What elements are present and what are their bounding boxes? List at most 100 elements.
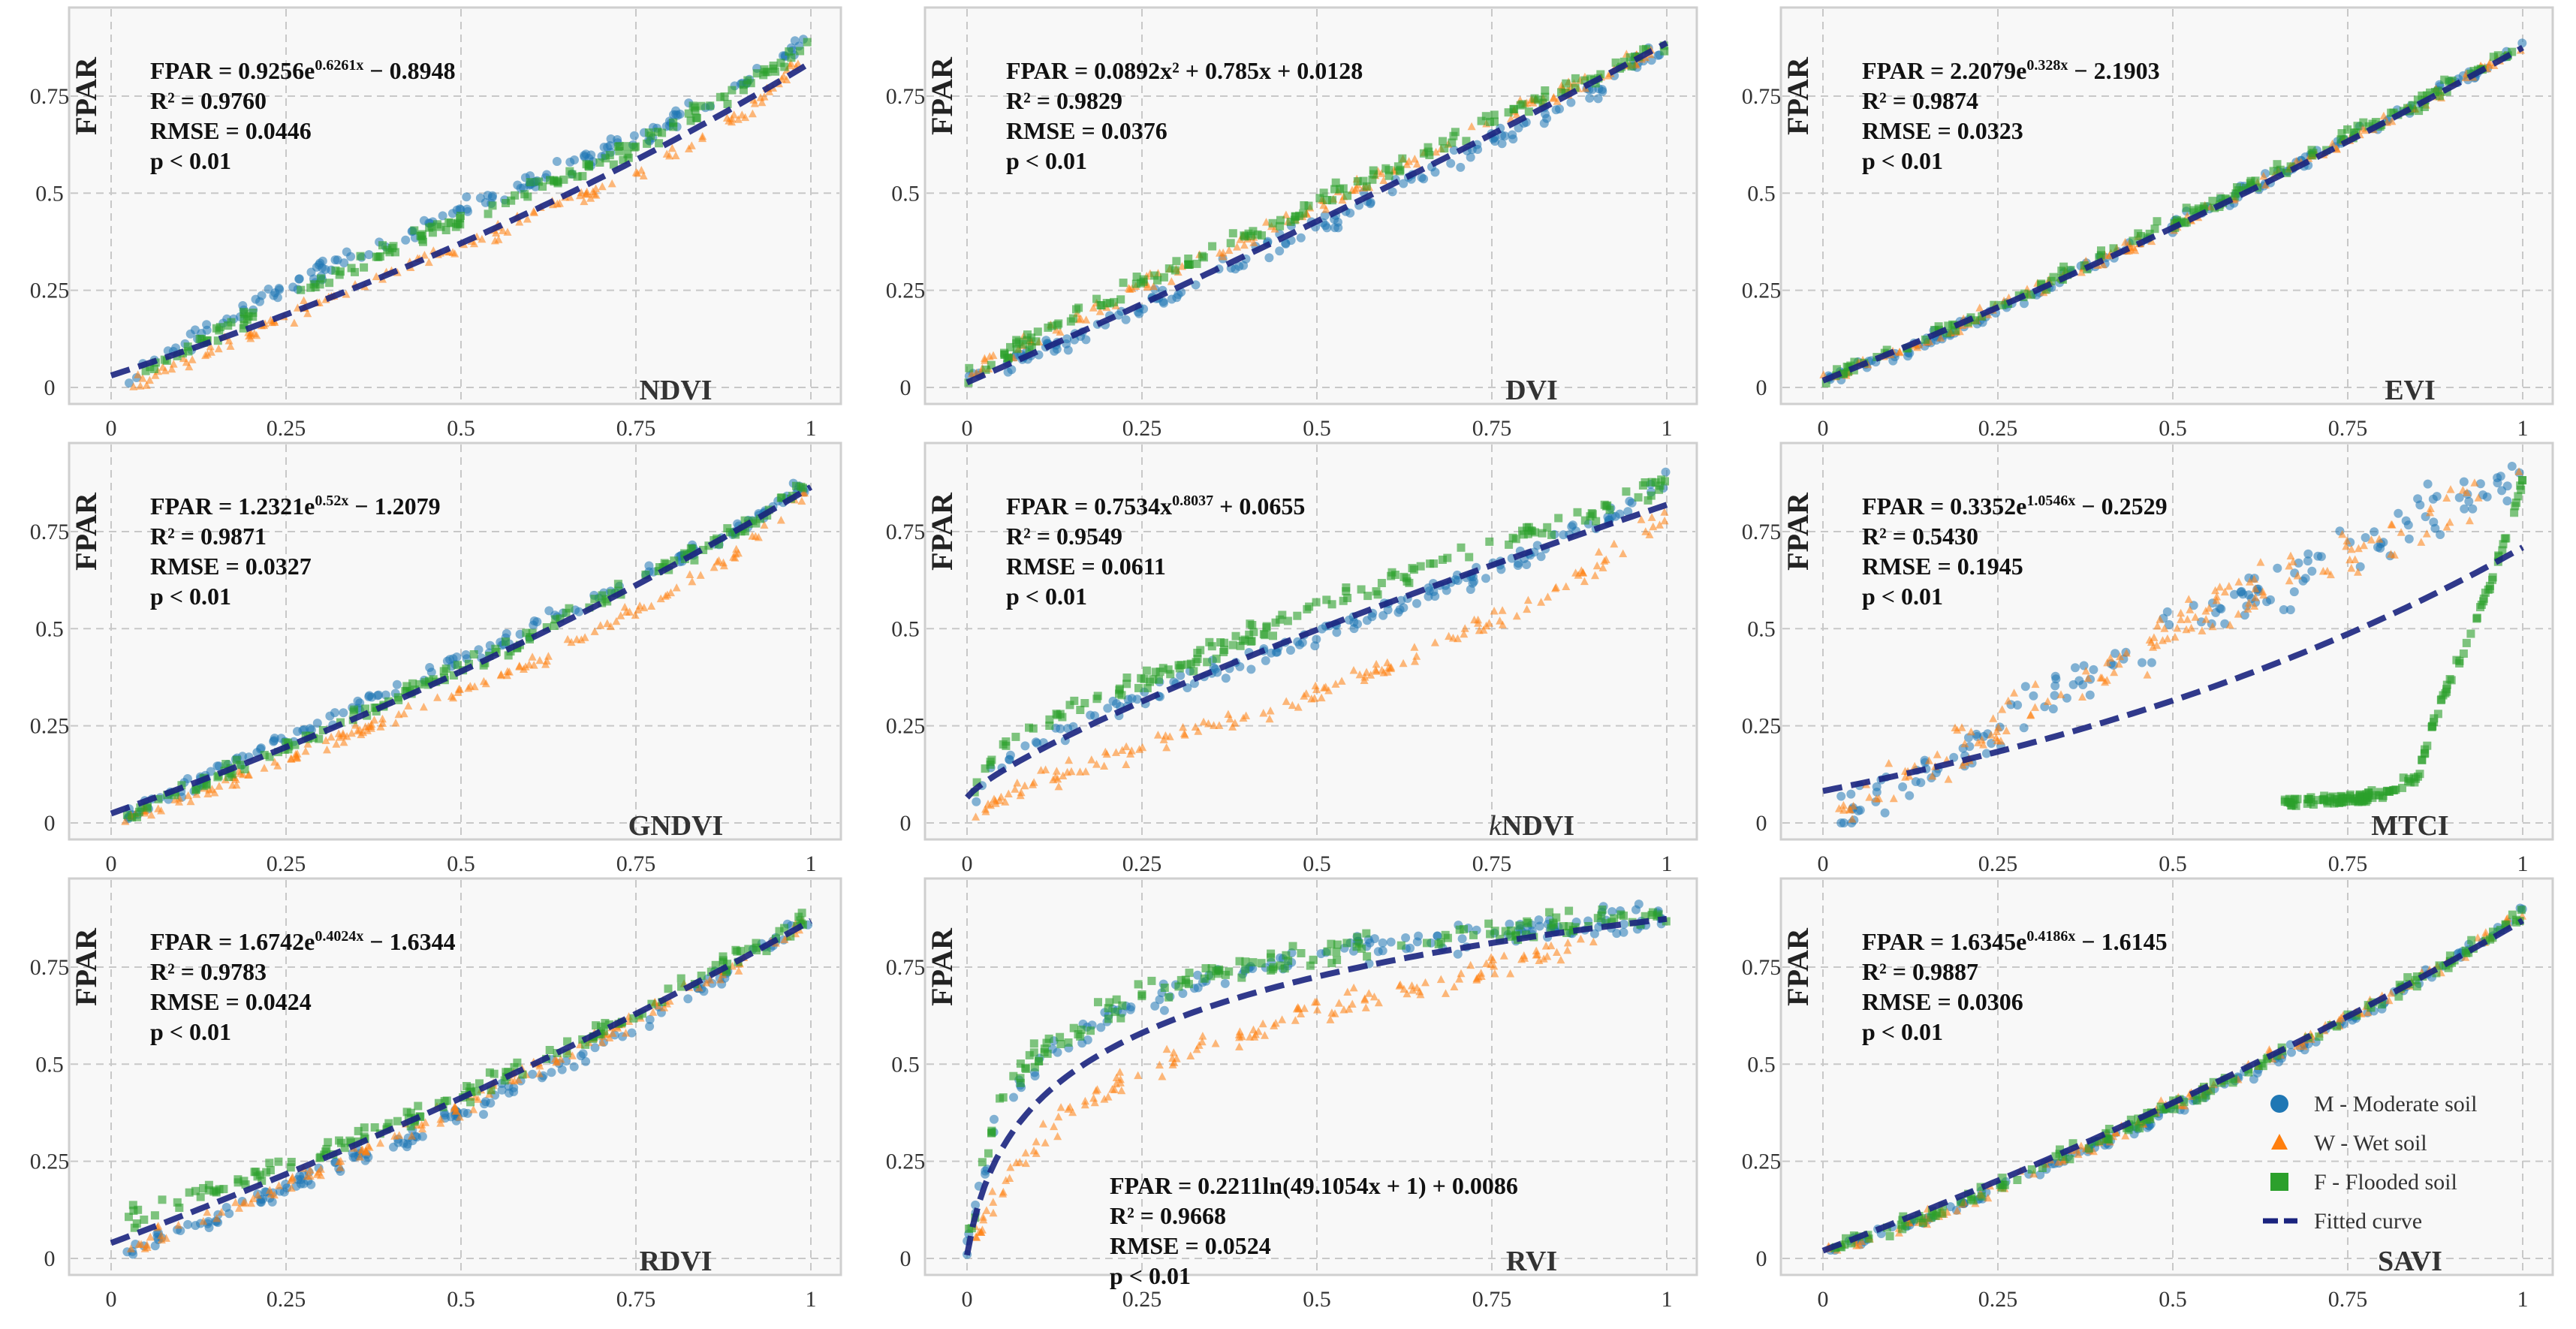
point-wet-soil	[1355, 670, 1364, 679]
point-flooded-soil	[360, 1123, 369, 1132]
point-moderate-soil	[1903, 351, 1912, 361]
point-flooded-soil	[1931, 1211, 1940, 1220]
point-flooded-soil	[1245, 630, 1254, 639]
point-flooded-soil	[1025, 723, 1033, 732]
point-flooded-soil	[324, 1138, 333, 1147]
point-flooded-soil	[1267, 949, 1276, 958]
point-flooded-soil	[2412, 972, 2421, 981]
point-flooded-soil	[227, 318, 236, 327]
point-flooded-soil	[538, 182, 547, 191]
point-wet-soil	[419, 702, 428, 711]
point-wet-soil	[365, 1143, 374, 1151]
point-moderate-soil	[502, 628, 511, 638]
point-flooded-soil	[1390, 571, 1399, 579]
point-flooded-soil	[1003, 354, 1012, 363]
point-wet-soil	[503, 667, 512, 675]
panel-title: MTCI	[2371, 810, 2448, 842]
point-wet-soil	[1020, 781, 1029, 790]
point-flooded-soil	[1237, 973, 1246, 982]
point-flooded-soil	[563, 1037, 572, 1046]
x-tick-label: 0.5	[1303, 416, 1331, 441]
point-wet-soil	[1383, 658, 1392, 667]
point-flooded-soil	[212, 1188, 221, 1197]
point-wet-soil	[418, 1124, 427, 1133]
point-flooded-soil	[2137, 1117, 2146, 1126]
legend-item: Fitted curve	[2263, 1209, 2422, 1234]
point-wet-soil	[347, 728, 356, 737]
point-flooded-soil	[1246, 637, 1255, 646]
point-flooded-soil	[2273, 160, 2282, 169]
point-wet-soil	[1162, 1044, 1171, 1053]
point-moderate-soil	[1378, 938, 1387, 948]
point-wet-soil	[2387, 989, 2396, 997]
point-flooded-soil	[749, 517, 758, 526]
point-wet-soil	[1885, 758, 1894, 767]
point-flooded-soil	[274, 1157, 283, 1166]
point-flooded-soil	[1506, 933, 1515, 942]
y-tick-label: 0.25	[30, 1150, 70, 1174]
point-flooded-soil	[1312, 598, 1321, 607]
point-wet-soil	[1240, 240, 1249, 249]
panel-title: SAVI	[2378, 1246, 2442, 1277]
point-wet-soil	[1199, 717, 1208, 726]
point-moderate-soil	[2147, 658, 2156, 668]
point-flooded-soil	[1220, 646, 1229, 655]
point-moderate-soil	[2303, 549, 2313, 559]
point-flooded-soil	[999, 740, 1008, 749]
point-flooded-soil	[794, 912, 803, 921]
point-flooded-soil	[378, 241, 387, 250]
point-flooded-soil	[226, 769, 235, 778]
point-flooded-soil	[1189, 667, 1198, 676]
point-moderate-soil	[2029, 691, 2038, 701]
point-wet-soil	[2078, 692, 2086, 701]
point-flooded-soil	[1155, 668, 1164, 677]
point-flooded-soil	[146, 363, 155, 372]
point-wet-soil	[2183, 615, 2192, 623]
point-wet-soil	[339, 737, 348, 746]
point-wet-soil	[734, 115, 743, 123]
point-flooded-soil	[465, 659, 473, 668]
point-flooded-soil	[1501, 927, 1510, 936]
point-moderate-soil	[629, 131, 639, 140]
point-wet-soil	[205, 785, 213, 794]
point-wet-soil	[1512, 110, 1521, 119]
point-wet-soil	[2256, 558, 2265, 566]
point-moderate-soil	[1496, 565, 1506, 574]
point-flooded-soil	[1139, 277, 1148, 286]
point-flooded-soil	[1269, 631, 1277, 640]
point-flooded-soil	[1282, 951, 1291, 960]
point-flooded-soil	[240, 308, 249, 316]
point-flooded-soil	[1021, 1063, 1030, 1072]
point-flooded-soil	[715, 540, 723, 549]
x-tick-label: 0.25	[267, 851, 306, 876]
point-wet-soil	[2426, 504, 2435, 512]
point-wet-soil	[1553, 948, 1561, 956]
point-flooded-soil	[1105, 299, 1114, 308]
point-wet-soil	[2342, 541, 2351, 550]
point-wet-soil	[366, 722, 375, 730]
point-moderate-soil	[1063, 724, 1073, 734]
point-wet-soil	[174, 1221, 183, 1229]
point-wet-soil	[977, 1228, 986, 1236]
point-wet-soil	[748, 109, 757, 118]
point-moderate-soil	[452, 652, 462, 661]
point-flooded-soil	[502, 1068, 511, 1077]
point-flooded-soil	[1291, 212, 1300, 221]
point-flooded-soil	[2489, 927, 2497, 936]
y-tick-label: 0.75	[30, 84, 70, 109]
x-tick-label: 0.25	[1978, 851, 2018, 876]
fitted-curve	[965, 502, 1668, 800]
point-flooded-soil	[2486, 935, 2495, 944]
point-flooded-soil	[2068, 1139, 2077, 1148]
point-flooded-soil	[387, 244, 396, 252]
point-flooded-soil	[1249, 958, 1258, 967]
point-wet-soil	[1087, 755, 1096, 764]
point-flooded-soil	[2084, 1144, 2093, 1153]
point-wet-soil	[1592, 561, 1601, 570]
point-flooded-soil	[2192, 1096, 2201, 1105]
point-flooded-soil	[2415, 107, 2424, 116]
point-flooded-soil	[595, 158, 604, 167]
point-wet-soil	[210, 788, 219, 797]
point-flooded-soil	[1276, 615, 1285, 624]
